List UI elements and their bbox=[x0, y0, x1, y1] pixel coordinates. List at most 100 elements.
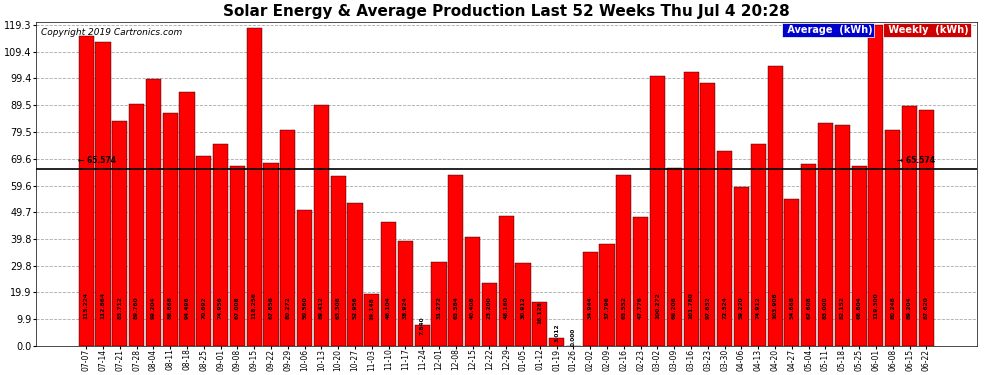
Bar bbox=[549, 338, 564, 346]
Bar bbox=[415, 325, 430, 346]
Bar bbox=[633, 217, 648, 346]
Bar bbox=[617, 175, 632, 346]
Text: 63.584: 63.584 bbox=[453, 296, 458, 319]
Bar bbox=[230, 166, 245, 346]
Text: 0.000: 0.000 bbox=[571, 327, 576, 346]
Bar bbox=[649, 76, 665, 346]
Bar bbox=[767, 66, 783, 346]
Bar bbox=[347, 203, 362, 346]
Bar bbox=[432, 262, 446, 346]
Text: 74.912: 74.912 bbox=[755, 296, 760, 319]
Text: 7.840: 7.840 bbox=[420, 316, 425, 335]
Text: ← 65.574: ← 65.574 bbox=[78, 156, 116, 165]
Bar bbox=[818, 123, 833, 346]
Bar bbox=[835, 125, 849, 346]
Text: 52.956: 52.956 bbox=[352, 296, 357, 319]
Text: 89.204: 89.204 bbox=[907, 296, 912, 319]
Text: 47.776: 47.776 bbox=[639, 296, 644, 319]
Text: 63.308: 63.308 bbox=[336, 296, 341, 319]
Text: 94.496: 94.496 bbox=[184, 296, 189, 319]
Bar bbox=[583, 252, 598, 346]
Bar bbox=[801, 164, 816, 346]
Bar bbox=[482, 284, 497, 346]
Bar bbox=[448, 175, 463, 346]
Text: 118.256: 118.256 bbox=[251, 292, 256, 319]
Bar bbox=[263, 163, 278, 346]
Bar bbox=[902, 106, 917, 346]
Bar bbox=[683, 72, 699, 346]
Text: 72.324: 72.324 bbox=[722, 296, 728, 319]
Text: 67.008: 67.008 bbox=[235, 296, 240, 319]
Bar bbox=[331, 176, 346, 346]
Text: 80.248: 80.248 bbox=[890, 296, 895, 319]
Bar bbox=[112, 121, 128, 346]
Bar bbox=[499, 216, 514, 346]
Bar bbox=[516, 262, 531, 346]
Bar bbox=[196, 156, 211, 346]
Bar bbox=[868, 25, 883, 346]
Bar bbox=[314, 105, 329, 346]
Bar bbox=[465, 237, 480, 346]
Bar bbox=[398, 241, 413, 346]
Text: 103.908: 103.908 bbox=[772, 292, 777, 319]
Bar bbox=[162, 113, 178, 346]
Bar bbox=[381, 222, 396, 346]
Bar bbox=[146, 79, 161, 346]
Text: 16.128: 16.128 bbox=[538, 301, 543, 324]
Text: 83.000: 83.000 bbox=[823, 296, 828, 319]
Text: Copyright 2019 Cartronics.com: Copyright 2019 Cartronics.com bbox=[41, 28, 182, 37]
Text: 99.204: 99.204 bbox=[150, 296, 155, 319]
Text: 119.300: 119.300 bbox=[873, 292, 878, 319]
Text: 66.804: 66.804 bbox=[856, 296, 861, 319]
Bar bbox=[179, 92, 195, 346]
Text: 63.552: 63.552 bbox=[622, 296, 627, 319]
Text: 70.692: 70.692 bbox=[201, 296, 206, 319]
Text: 83.712: 83.712 bbox=[117, 296, 122, 319]
Text: Average  (kWh): Average (kWh) bbox=[784, 25, 872, 35]
Bar bbox=[78, 36, 94, 346]
Text: 31.272: 31.272 bbox=[437, 296, 442, 319]
Text: 100.272: 100.272 bbox=[655, 292, 660, 319]
Text: 37.796: 37.796 bbox=[605, 296, 610, 319]
Bar bbox=[734, 186, 749, 346]
Bar bbox=[213, 144, 228, 346]
Bar bbox=[280, 130, 295, 346]
Text: 23.200: 23.200 bbox=[487, 296, 492, 319]
Bar bbox=[533, 302, 547, 346]
Text: 50.560: 50.560 bbox=[302, 296, 307, 319]
Text: 97.632: 97.632 bbox=[705, 296, 711, 319]
Text: 59.220: 59.220 bbox=[739, 296, 743, 319]
Bar bbox=[700, 83, 716, 346]
Text: Weekly  (kWh): Weekly (kWh) bbox=[885, 25, 969, 35]
Text: 101.780: 101.780 bbox=[689, 292, 694, 319]
Text: 38.924: 38.924 bbox=[403, 296, 408, 319]
Text: 40.408: 40.408 bbox=[470, 296, 475, 319]
Text: 48.160: 48.160 bbox=[504, 296, 509, 319]
Bar bbox=[600, 244, 615, 346]
Text: 80.272: 80.272 bbox=[285, 296, 290, 319]
Text: 86.668: 86.668 bbox=[167, 296, 172, 319]
Text: → 65.574: → 65.574 bbox=[897, 156, 935, 165]
Text: 87.620: 87.620 bbox=[924, 296, 929, 319]
Text: 67.856: 67.856 bbox=[268, 296, 273, 319]
Bar bbox=[885, 130, 900, 346]
Bar bbox=[851, 166, 866, 346]
Bar bbox=[247, 28, 261, 346]
Bar bbox=[717, 151, 733, 346]
Title: Solar Energy & Average Production Last 52 Weeks Thu Jul 4 20:28: Solar Energy & Average Production Last 5… bbox=[223, 4, 790, 19]
Text: 89.760: 89.760 bbox=[134, 296, 139, 319]
Bar bbox=[919, 110, 934, 346]
Text: 112.864: 112.864 bbox=[100, 292, 106, 319]
Text: 82.152: 82.152 bbox=[840, 296, 844, 319]
Text: 19.148: 19.148 bbox=[369, 297, 374, 320]
Text: 74.956: 74.956 bbox=[218, 296, 223, 319]
Bar bbox=[95, 42, 111, 346]
Text: 30.912: 30.912 bbox=[521, 296, 526, 319]
Bar bbox=[750, 144, 766, 346]
Bar bbox=[297, 210, 312, 346]
Bar bbox=[784, 199, 800, 346]
Text: 3.012: 3.012 bbox=[554, 323, 559, 342]
Bar bbox=[129, 104, 145, 346]
Text: 67.608: 67.608 bbox=[806, 296, 811, 319]
Bar bbox=[364, 294, 379, 346]
